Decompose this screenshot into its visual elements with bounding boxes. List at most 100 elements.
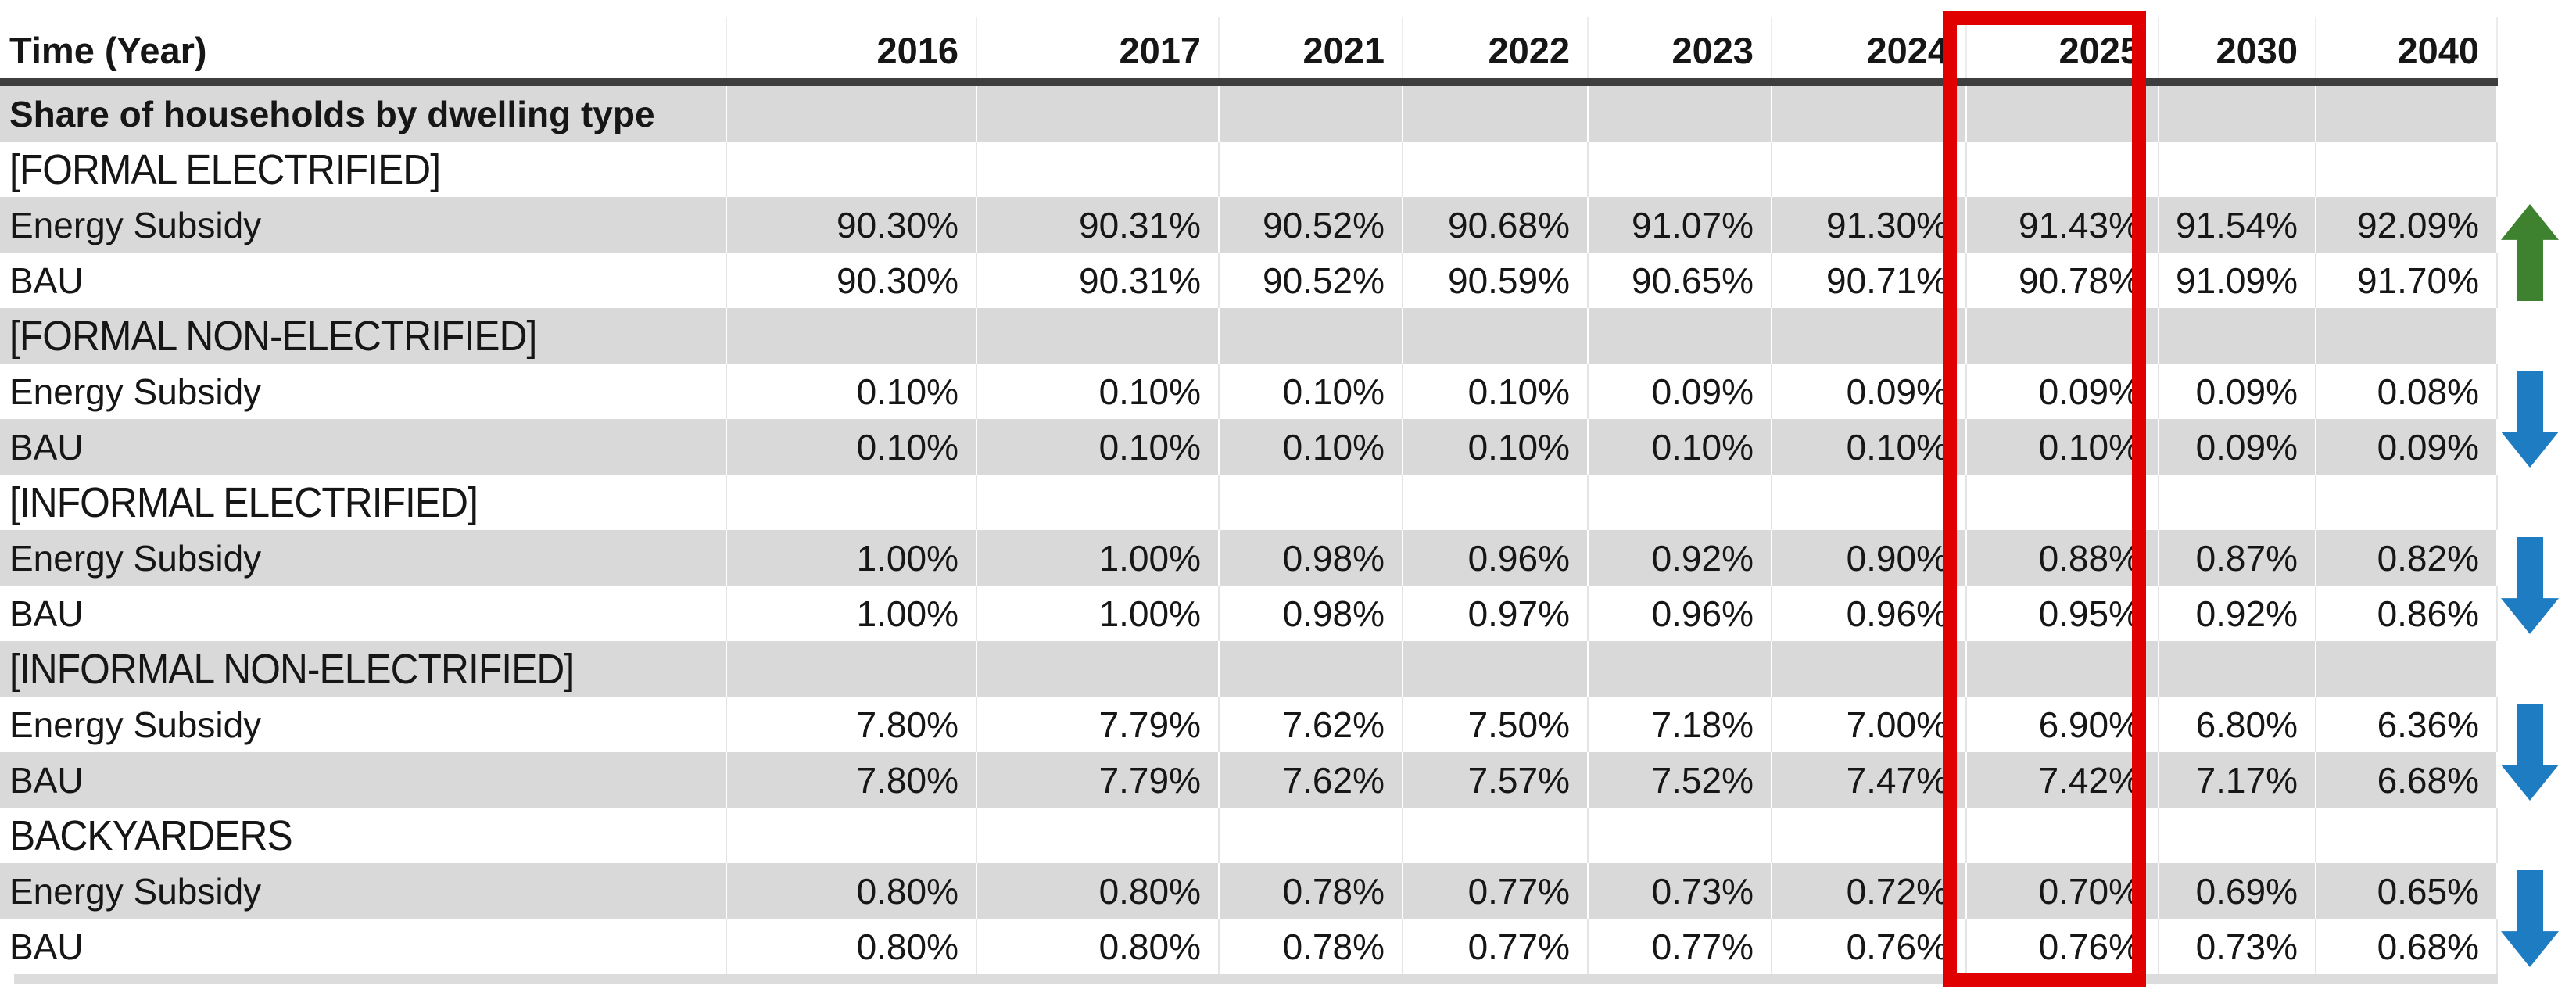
value-cell[interactable]: 1.00% bbox=[977, 530, 1220, 586]
empty-cell[interactable] bbox=[2316, 86, 2498, 142]
value-cell[interactable]: 0.09% bbox=[2159, 419, 2316, 475]
value-cell[interactable]: 7.47% bbox=[1772, 752, 1967, 808]
row-label-cell[interactable]: Energy Subsidy bbox=[0, 197, 727, 253]
value-cell[interactable]: 0.70% bbox=[1967, 863, 2159, 919]
value-cell[interactable]: 7.17% bbox=[2159, 752, 2316, 808]
value-cell[interactable]: 0.77% bbox=[1403, 919, 1589, 974]
section-title-cell[interactable]: Share of households by dwelling type bbox=[0, 86, 727, 142]
empty-cell[interactable] bbox=[727, 86, 977, 142]
empty-cell[interactable] bbox=[2159, 86, 2316, 142]
empty-cell[interactable] bbox=[1967, 475, 2159, 530]
value-cell[interactable]: 0.90% bbox=[1772, 530, 1967, 586]
group-label-cell[interactable]: [INFORMAL ELECTRIFIED] bbox=[0, 475, 727, 530]
time-year-header-cell[interactable]: Time (Year) bbox=[0, 17, 727, 78]
value-cell[interactable]: 0.98% bbox=[1220, 530, 1403, 586]
value-cell[interactable]: 0.09% bbox=[2159, 364, 2316, 419]
value-cell[interactable]: 0.68% bbox=[2316, 919, 2498, 974]
value-cell[interactable]: 0.73% bbox=[1589, 863, 1772, 919]
value-cell[interactable]: 0.96% bbox=[1403, 530, 1589, 586]
value-cell[interactable]: 0.78% bbox=[1220, 919, 1403, 974]
value-cell[interactable]: 0.92% bbox=[2159, 586, 2316, 641]
group-label-cell[interactable]: [FORMAL ELECTRIFIED] bbox=[0, 142, 727, 197]
row-label-cell[interactable]: BAU bbox=[0, 752, 727, 808]
empty-cell[interactable] bbox=[2316, 308, 2498, 364]
value-cell[interactable]: 90.30% bbox=[727, 197, 977, 253]
empty-cell[interactable] bbox=[727, 142, 977, 197]
empty-cell[interactable] bbox=[2159, 641, 2316, 697]
row-label-cell[interactable]: BAU bbox=[0, 253, 727, 308]
row-label-cell[interactable]: BAU bbox=[0, 586, 727, 641]
value-cell[interactable]: 0.77% bbox=[1589, 919, 1772, 974]
value-cell[interactable]: 0.76% bbox=[1967, 919, 2159, 974]
value-cell[interactable]: 7.57% bbox=[1403, 752, 1589, 808]
value-cell[interactable]: 90.78% bbox=[1967, 253, 2159, 308]
row-label-cell[interactable]: BAU bbox=[0, 419, 727, 475]
value-cell[interactable]: 0.08% bbox=[2316, 364, 2498, 419]
value-cell[interactable]: 0.73% bbox=[2159, 919, 2316, 974]
value-cell[interactable]: 0.09% bbox=[1589, 364, 1772, 419]
row-label-cell[interactable]: Energy Subsidy bbox=[0, 863, 727, 919]
value-cell[interactable]: 0.96% bbox=[1772, 586, 1967, 641]
group-label-cell[interactable]: [FORMAL NON-ELECTRIFIED] bbox=[0, 308, 727, 364]
row-label-cell[interactable]: Energy Subsidy bbox=[0, 530, 727, 586]
value-cell[interactable]: 91.07% bbox=[1589, 197, 1772, 253]
value-cell[interactable]: 90.52% bbox=[1220, 253, 1403, 308]
empty-cell[interactable] bbox=[977, 641, 1220, 697]
value-cell[interactable]: 0.87% bbox=[2159, 530, 2316, 586]
value-cell[interactable]: 0.77% bbox=[1403, 863, 1589, 919]
value-cell[interactable]: 6.90% bbox=[1967, 697, 2159, 752]
empty-cell[interactable] bbox=[1967, 86, 2159, 142]
empty-cell[interactable] bbox=[1589, 308, 1772, 364]
value-cell[interactable]: 0.80% bbox=[727, 863, 977, 919]
empty-cell[interactable] bbox=[1403, 808, 1589, 863]
value-cell[interactable]: 6.36% bbox=[2316, 697, 2498, 752]
value-cell[interactable]: 0.76% bbox=[1772, 919, 1967, 974]
empty-cell[interactable] bbox=[727, 808, 977, 863]
empty-cell[interactable] bbox=[1589, 808, 1772, 863]
value-cell[interactable]: 7.18% bbox=[1589, 697, 1772, 752]
column-header-2030[interactable]: 2030 bbox=[2159, 17, 2316, 78]
column-header-2016[interactable]: 2016 bbox=[727, 17, 977, 78]
row-label-cell[interactable]: Energy Subsidy bbox=[0, 364, 727, 419]
value-cell[interactable]: 0.95% bbox=[1967, 586, 2159, 641]
empty-cell[interactable] bbox=[1772, 142, 1967, 197]
empty-cell[interactable] bbox=[2316, 808, 2498, 863]
value-cell[interactable]: 0.10% bbox=[1220, 364, 1403, 419]
value-cell[interactable]: 0.09% bbox=[1967, 364, 2159, 419]
column-header-2023[interactable]: 2023 bbox=[1589, 17, 1772, 78]
value-cell[interactable]: 0.82% bbox=[2316, 530, 2498, 586]
value-cell[interactable]: 91.54% bbox=[2159, 197, 2316, 253]
value-cell[interactable]: 0.80% bbox=[727, 919, 977, 974]
empty-cell[interactable] bbox=[1220, 808, 1403, 863]
empty-cell[interactable] bbox=[1589, 86, 1772, 142]
empty-cell[interactable] bbox=[2316, 475, 2498, 530]
value-cell[interactable]: 91.43% bbox=[1967, 197, 2159, 253]
empty-cell[interactable] bbox=[2159, 308, 2316, 364]
empty-cell[interactable] bbox=[977, 86, 1220, 142]
value-cell[interactable]: 7.00% bbox=[1772, 697, 1967, 752]
empty-cell[interactable] bbox=[1967, 308, 2159, 364]
column-header-2021[interactable]: 2021 bbox=[1220, 17, 1403, 78]
value-cell[interactable]: 0.10% bbox=[1967, 419, 2159, 475]
value-cell[interactable]: 7.79% bbox=[977, 752, 1220, 808]
value-cell[interactable]: 90.52% bbox=[1220, 197, 1403, 253]
value-cell[interactable]: 0.10% bbox=[1403, 364, 1589, 419]
value-cell[interactable]: 0.09% bbox=[2316, 419, 2498, 475]
empty-cell[interactable] bbox=[1403, 86, 1589, 142]
row-label-cell[interactable]: Energy Subsidy bbox=[0, 697, 727, 752]
group-label-cell[interactable]: [INFORMAL NON-ELECTRIFIED] bbox=[0, 641, 727, 697]
value-cell[interactable]: 0.10% bbox=[1589, 419, 1772, 475]
empty-cell[interactable] bbox=[977, 475, 1220, 530]
value-cell[interactable]: 90.31% bbox=[977, 253, 1220, 308]
empty-cell[interactable] bbox=[1772, 641, 1967, 697]
value-cell[interactable]: 0.10% bbox=[977, 419, 1220, 475]
empty-cell[interactable] bbox=[2159, 475, 2316, 530]
value-cell[interactable]: 7.80% bbox=[727, 752, 977, 808]
empty-cell[interactable] bbox=[1220, 142, 1403, 197]
value-cell[interactable]: 91.70% bbox=[2316, 253, 2498, 308]
value-cell[interactable]: 0.88% bbox=[1967, 530, 2159, 586]
empty-cell[interactable] bbox=[1772, 475, 1967, 530]
value-cell[interactable]: 1.00% bbox=[727, 530, 977, 586]
value-cell[interactable]: 0.10% bbox=[977, 364, 1220, 419]
value-cell[interactable]: 7.62% bbox=[1220, 697, 1403, 752]
